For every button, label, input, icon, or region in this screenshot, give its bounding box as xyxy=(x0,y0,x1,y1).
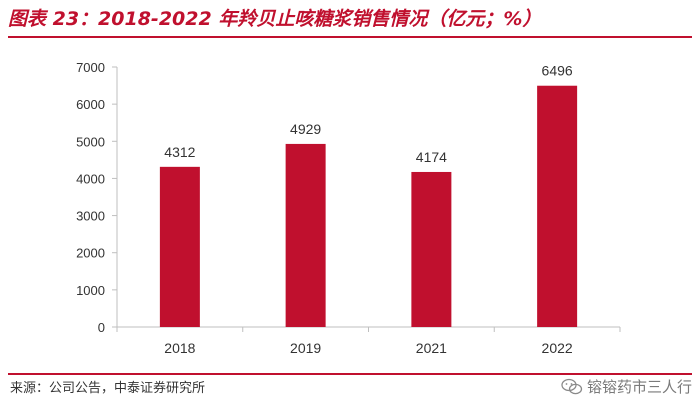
data-label: 4929 xyxy=(290,121,321,137)
source-note: 来源：公司公告，中泰证券研究所 xyxy=(10,381,206,396)
bar xyxy=(537,85,578,327)
y-tick-label: 2000 xyxy=(76,246,105,261)
bar-chart-svg: 0 1000 2000 3000 4000 5000 6000 7000 4312 2018 492… xyxy=(76,60,621,356)
title-divider xyxy=(8,36,692,38)
x-tick-label: 2019 xyxy=(290,340,321,356)
data-label: 4174 xyxy=(416,149,447,165)
bar xyxy=(411,171,452,327)
watermark: 镕镕药市三人行 xyxy=(561,372,692,402)
footer-divider xyxy=(8,373,692,375)
wechat-icon xyxy=(561,378,583,395)
x-tick-label: 2021 xyxy=(416,340,447,356)
y-tick-label: 3000 xyxy=(76,209,105,224)
y-tick-label: 7000 xyxy=(76,60,105,75)
y-tick-label: 6000 xyxy=(76,97,105,112)
watermark-text: 镕镕药市三人行 xyxy=(586,378,692,396)
y-tick-label: 4000 xyxy=(76,171,105,186)
bar xyxy=(159,166,200,327)
bar-chart: 0 1000 2000 3000 4000 5000 6000 7000 4312 2018 492… xyxy=(0,40,700,370)
data-label: 4312 xyxy=(164,144,195,160)
bar xyxy=(285,143,326,327)
chart-title: 图表 23：2018-2022 年羚贝止咳糖浆销售情况（亿元；%） xyxy=(8,8,542,30)
x-tick-label: 2022 xyxy=(542,340,573,356)
y-tick-label: 0 xyxy=(98,320,105,335)
x-tick-label: 2018 xyxy=(164,340,195,356)
y-tick-label: 1000 xyxy=(76,283,105,298)
data-label: 6496 xyxy=(542,63,573,79)
y-tick-label: 5000 xyxy=(76,134,105,149)
